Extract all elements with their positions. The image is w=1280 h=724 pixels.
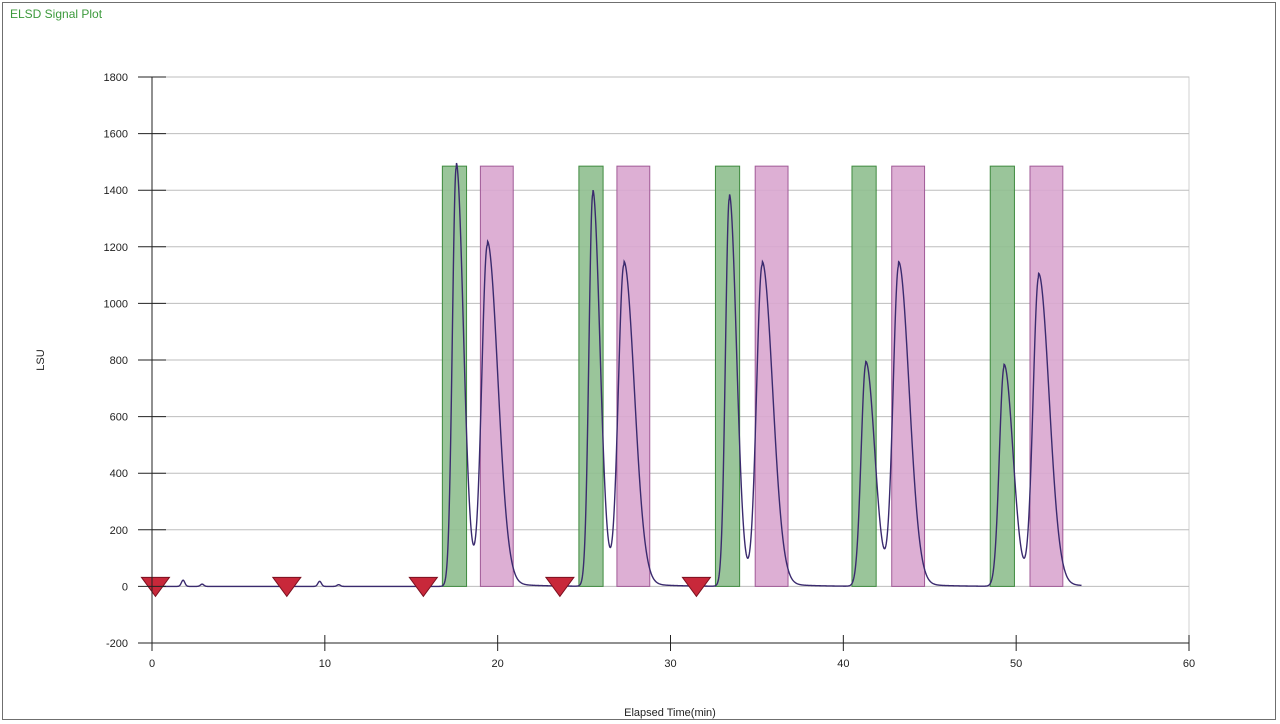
injection-marker [271, 576, 302, 598]
x-tick-label: 20 [492, 658, 504, 670]
x-tick-label: 50 [1010, 658, 1022, 670]
axes: -200 0 200 400 600 800 1000 1200 1400 1600 1800 0 10… [104, 72, 1196, 670]
fraction-band-b [479, 165, 514, 587]
injection-marker [681, 576, 712, 598]
y-axis-label: LSU [35, 349, 47, 370]
x-tick-label: 0 [149, 658, 155, 670]
x-tick-label: 30 [664, 658, 676, 670]
plot-title: ELSD Signal Plot [10, 7, 103, 21]
y-tick-label: -200 [106, 638, 128, 650]
grid-lines [152, 76, 1189, 587]
x-axis-label: Elapsed Time(min) [624, 707, 716, 719]
y-tick-label: 400 [110, 468, 128, 480]
y-tick-label: 1000 [104, 298, 128, 310]
signal-trace [152, 162, 1082, 588]
signal-trace-line [152, 162, 1082, 588]
y-tick-label: 1600 [104, 129, 128, 141]
y-tick-label: 600 [110, 412, 128, 424]
y-tick-label: 200 [110, 525, 128, 537]
x-tick-label: 10 [319, 658, 331, 670]
injection-marker [408, 576, 439, 598]
x-tick-label: 60 [1183, 658, 1195, 670]
injection-marker [544, 576, 575, 598]
y-tick-label: 1400 [104, 185, 128, 197]
y-tick-label: 1200 [104, 242, 128, 254]
y-tick-label: 1800 [104, 72, 128, 84]
y-tick-label: 0 [122, 581, 128, 593]
y-tick-label: 800 [110, 355, 128, 367]
x-tick-label: 40 [837, 658, 849, 670]
